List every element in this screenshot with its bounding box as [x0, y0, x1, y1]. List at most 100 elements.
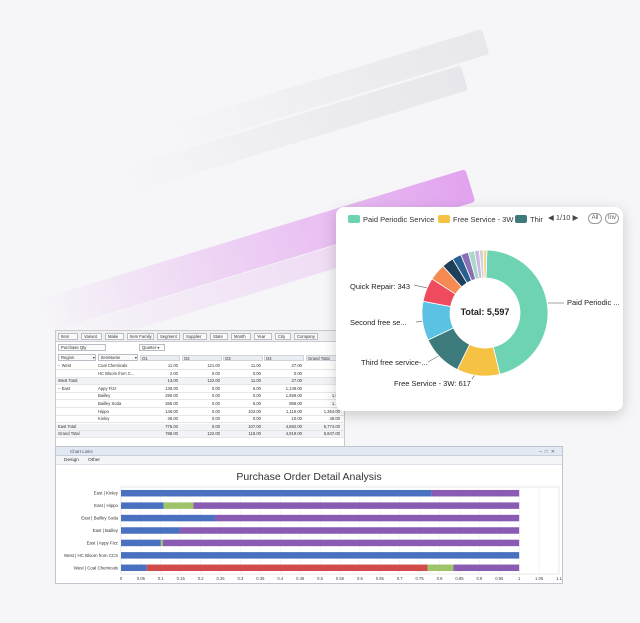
table-cell[interactable]: 121.00 [207, 363, 220, 368]
data-field-chip[interactable]: Purchase Qty [58, 344, 106, 351]
table-cell[interactable]: 0.00 [293, 370, 302, 376]
bar-segment[interactable] [431, 489, 520, 497]
filter-field-chip[interactable]: Company [294, 333, 318, 340]
column-header[interactable]: Q1 [140, 355, 180, 361]
table-cell[interactable]: 118.00 [248, 431, 262, 437]
table-cell[interactable]: 146.00 [165, 408, 178, 414]
table-cell[interactable]: 1,149.00 [285, 385, 302, 391]
filter-field-chip[interactable]: State [210, 333, 228, 340]
table-cell[interactable]: 122.00 [207, 378, 220, 384]
pager-next-icon[interactable]: ▶ [572, 213, 579, 222]
table-cell[interactable]: 5,774.00 [323, 423, 340, 429]
table-cell[interactable]: 0.00 [211, 370, 220, 376]
column-field-chip[interactable]: Quarter ▾ [139, 344, 165, 351]
table-cell[interactable]: 107.00 [248, 423, 261, 429]
table-cell[interactable]: 265.00 [165, 401, 178, 406]
window-titlebar[interactable]: Chart Links –□✕ [56, 447, 562, 456]
table-cell[interactable]: 6.00 [252, 385, 261, 391]
filter-field-chip[interactable]: Item [58, 333, 78, 340]
bar-segment[interactable] [121, 514, 215, 522]
table-cell[interactable]: 46.00 [329, 416, 340, 422]
donut-slice[interactable] [482, 249, 488, 279]
table-cell[interactable]: 1,116.00 [286, 408, 302, 414]
table-cell[interactable]: 1,12 [306, 401, 342, 407]
table-cell[interactable]: 4,919.00 [285, 431, 302, 437]
column-header[interactable]: Q3 [223, 355, 263, 361]
table-cell[interactable]: 775.00 [165, 423, 178, 429]
bar-segment[interactable] [121, 564, 147, 572]
bar-segment[interactable] [121, 539, 161, 547]
table-cell[interactable]: 5,947.00 [323, 431, 340, 437]
bar-segment[interactable] [193, 502, 520, 509]
tab-design[interactable]: Design [64, 458, 79, 463]
column-header[interactable]: Q2 [182, 355, 222, 361]
table-cell[interactable]: 4,892.00 [285, 423, 302, 429]
bar-segment[interactable] [162, 539, 520, 547]
bar-segment[interactable] [214, 514, 520, 522]
row-region-label[interactable]: − West [58, 363, 72, 368]
table-cell[interactable]: 102.00 [248, 408, 261, 414]
legend-item[interactable]: Thir [515, 215, 543, 224]
row-region-label[interactable]: East Total [58, 423, 77, 429]
row-region-label[interactable]: − East [58, 385, 70, 391]
column-header[interactable]: Q4 [264, 355, 304, 361]
table-cell[interactable]: 0.00 [211, 408, 220, 414]
table-cell[interactable]: 36.00 [167, 416, 178, 422]
bar-segment[interactable] [179, 527, 520, 534]
bar-segment[interactable] [121, 527, 180, 534]
table-cell[interactable]: 0.00 [211, 393, 220, 399]
filter-field-chip[interactable]: Segment [157, 333, 180, 340]
table-cell[interactable]: 1,659.00 [285, 393, 302, 399]
filter-field-chip[interactable]: Item Family [127, 333, 154, 340]
table-cell[interactable]: 6.00 [252, 401, 261, 406]
table-cell[interactable]: 11.00 [167, 363, 178, 368]
donut-slice[interactable] [485, 249, 549, 375]
table-cell[interactable]: 0.00 [211, 385, 220, 391]
bar-segment[interactable] [427, 564, 454, 572]
row-field-chip-region[interactable]: Region ▾ [58, 354, 96, 361]
legend-item[interactable]: Free Service - 3W [438, 215, 513, 224]
bar-segment[interactable] [146, 564, 428, 572]
table-cell[interactable]: 1,95 [306, 393, 342, 399]
table-cell[interactable]: 13.00 [167, 378, 178, 384]
bar-segment[interactable] [121, 502, 164, 509]
table-cell[interactable]: 27.00 [291, 363, 302, 368]
bar-segment[interactable] [121, 552, 520, 559]
table-cell[interactable]: 10.00 [291, 416, 302, 422]
table-cell[interactable]: 130.00 [165, 385, 178, 391]
table-cell[interactable]: 0.00 [211, 416, 220, 422]
table-cell[interactable]: 1,364.00 [323, 408, 340, 414]
row-region-label[interactable]: West Total [58, 378, 78, 384]
table-cell[interactable]: 0.00 [252, 393, 261, 399]
filter-field-chip[interactable]: Make [105, 333, 124, 340]
filter-field-chip[interactable]: Variant [81, 333, 102, 340]
legend-invert-button[interactable]: Inv [605, 213, 619, 224]
legend-all-button[interactable]: All [588, 213, 602, 224]
bar-segment[interactable] [163, 502, 194, 509]
table-cell[interactable]: 0.00 [211, 423, 220, 429]
table-cell[interactable]: 0.00 [252, 416, 261, 422]
row-field-chip-itemname[interactable]: ItemName ▾ [98, 354, 138, 361]
maximize-icon[interactable]: □ [544, 449, 551, 455]
table-cell[interactable]: 11.00 [250, 363, 261, 368]
pager-prev-icon[interactable]: ◀ [548, 213, 554, 222]
filter-field-chip[interactable]: City [275, 333, 291, 340]
filter-field-chip[interactable]: Month [231, 333, 251, 340]
minimize-icon[interactable]: – [538, 449, 545, 455]
legend-item[interactable]: Paid Periodic Service [348, 215, 434, 224]
table-cell[interactable]: 27.00 [291, 378, 302, 384]
table-cell[interactable]: 122.00 [207, 431, 220, 437]
bar-segment[interactable] [160, 539, 163, 547]
bar-segment[interactable] [121, 489, 432, 497]
table-cell[interactable]: 0.00 [252, 370, 261, 376]
filter-field-chip[interactable]: Supplier [183, 333, 207, 340]
table-cell[interactable]: 788.00 [165, 431, 178, 437]
bar-segment[interactable] [453, 564, 520, 572]
table-cell[interactable]: 858.00 [289, 401, 302, 406]
close-icon[interactable]: ✕ [550, 449, 558, 455]
table-cell[interactable]: 0.00 [211, 401, 220, 406]
table-cell[interactable]: 11.00 [250, 378, 261, 384]
filter-field-chip[interactable]: Year [254, 333, 272, 340]
table-cell[interactable]: 2.00 [169, 370, 178, 376]
table-cell[interactable]: 290.00 [165, 393, 178, 399]
